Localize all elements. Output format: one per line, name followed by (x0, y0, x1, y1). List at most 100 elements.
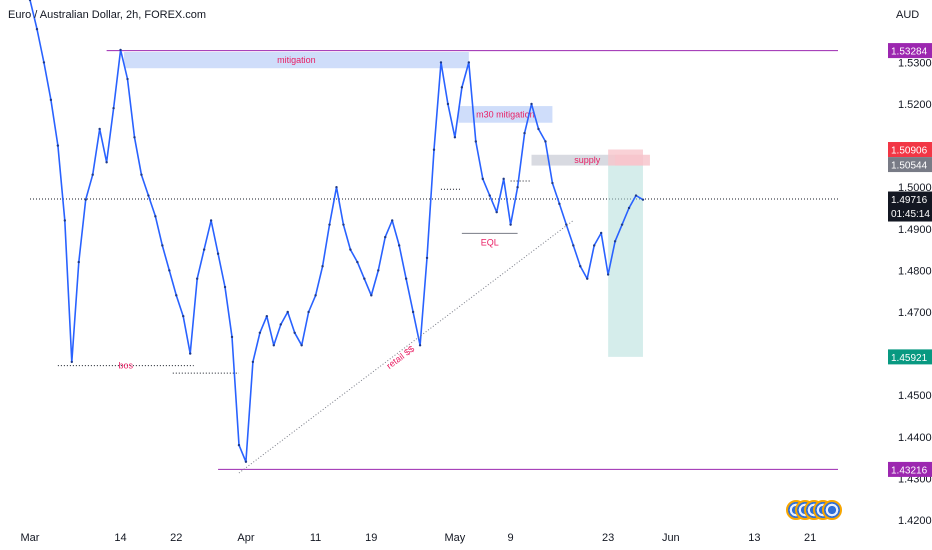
price-point (84, 198, 87, 201)
price-point (272, 344, 275, 347)
price-point (63, 219, 67, 222)
price-point (453, 136, 457, 139)
zone-box[interactable] (531, 154, 643, 166)
position-profit-zone[interactable] (608, 165, 643, 357)
price-point (502, 177, 505, 181)
price-point (627, 206, 631, 210)
price-point (279, 323, 282, 326)
price-point (70, 360, 73, 364)
price-tag-label: 1.53284 (891, 47, 928, 58)
price-point (342, 223, 345, 226)
zone-label: mitigation (277, 55, 316, 65)
price-tags: 1.53284 1.50906 1.50544 1.49716 01:45:14 1.45… (888, 43, 932, 477)
price-point (356, 260, 359, 264)
price-tag-label: 1.49716 (891, 195, 928, 206)
price-point (223, 285, 227, 289)
price-tick-label: 1.50000 (898, 182, 932, 194)
price-point (606, 273, 610, 276)
price-point (509, 223, 512, 226)
price-point (613, 240, 617, 243)
price-point (202, 248, 206, 251)
price-tag (888, 349, 932, 365)
countdown-label: 01:45:14 (891, 209, 930, 220)
price-point (182, 314, 185, 318)
time-tick-label: Jun (662, 532, 680, 544)
price-point (391, 219, 394, 222)
price-point (384, 235, 387, 239)
price-tick-label: 1.52000 (898, 99, 932, 111)
price-point (133, 136, 136, 139)
price-point (481, 177, 484, 181)
price-point (307, 310, 310, 314)
price-point (175, 294, 178, 297)
time-tick-label: 23 (602, 532, 614, 544)
price-point (377, 269, 380, 272)
price-point (523, 131, 526, 135)
price-point (530, 102, 533, 106)
time-tick-label: 22 (170, 532, 182, 544)
price-point (537, 127, 540, 131)
price-point (328, 223, 331, 226)
price-point (77, 260, 80, 264)
price-point (105, 161, 108, 164)
price-point (634, 194, 638, 197)
price-point (593, 244, 596, 247)
price-tick-label: 1.45000 (898, 390, 932, 402)
price-point (439, 61, 443, 64)
price-point (300, 344, 303, 347)
price-point (216, 252, 220, 255)
price-point (516, 186, 519, 189)
price-point (363, 277, 366, 280)
price-tag (888, 43, 932, 59)
price-tag-label: 1.50906 (891, 146, 928, 157)
price-point (425, 256, 429, 260)
price-point (495, 210, 498, 214)
price-tick-label: 1.42000 (898, 515, 932, 527)
price-point (446, 102, 450, 106)
price-point (258, 331, 262, 334)
price-point (418, 344, 422, 347)
price-point (314, 294, 317, 297)
price-point (265, 314, 269, 318)
currency-label: AUD (896, 9, 919, 21)
time-tick-label: May (445, 532, 466, 544)
price-point (551, 181, 554, 185)
price-point (286, 310, 289, 314)
time-tick-label: 14 (114, 532, 126, 544)
price-point (209, 219, 213, 222)
position-layer[interactable] (608, 149, 643, 357)
time-axis[interactable]: Mar 14 22 Apr 11 19 May 9 23 Jun 13 21 (21, 532, 817, 544)
price-point (558, 202, 561, 206)
price-point (620, 223, 624, 226)
price-point (488, 194, 491, 197)
price-point (335, 186, 338, 189)
levels-layer: bos EQL (30, 50, 838, 470)
price-tick-label: 1.53000 (898, 57, 932, 69)
price-point (154, 215, 157, 218)
position-risk-zone[interactable] (608, 149, 643, 166)
zone-box[interactable] (458, 106, 553, 123)
price-point (321, 265, 324, 268)
time-tick-label: 13 (748, 532, 760, 544)
trendline[interactable] (238, 220, 574, 474)
price-tag-label: 1.50544 (891, 161, 928, 172)
price-tag (888, 191, 932, 222)
price-point (189, 352, 192, 355)
avatar[interactable] (822, 500, 842, 520)
price-point (98, 127, 101, 131)
price-tick-label: 1.47000 (898, 307, 932, 319)
price-tick-label: 1.44000 (898, 432, 932, 444)
zones-layer: mitigation m30 mitigation supply (124, 52, 650, 166)
price-point (112, 106, 115, 110)
price-point (237, 443, 241, 447)
price-point (460, 86, 464, 89)
price-tick-label: 1.48000 (898, 265, 932, 277)
price-point (168, 269, 171, 272)
price-point (370, 294, 373, 297)
zone-box[interactable] (124, 52, 469, 69)
price-point (49, 98, 53, 102)
series-layer (28, 0, 645, 463)
price-point (140, 173, 143, 176)
